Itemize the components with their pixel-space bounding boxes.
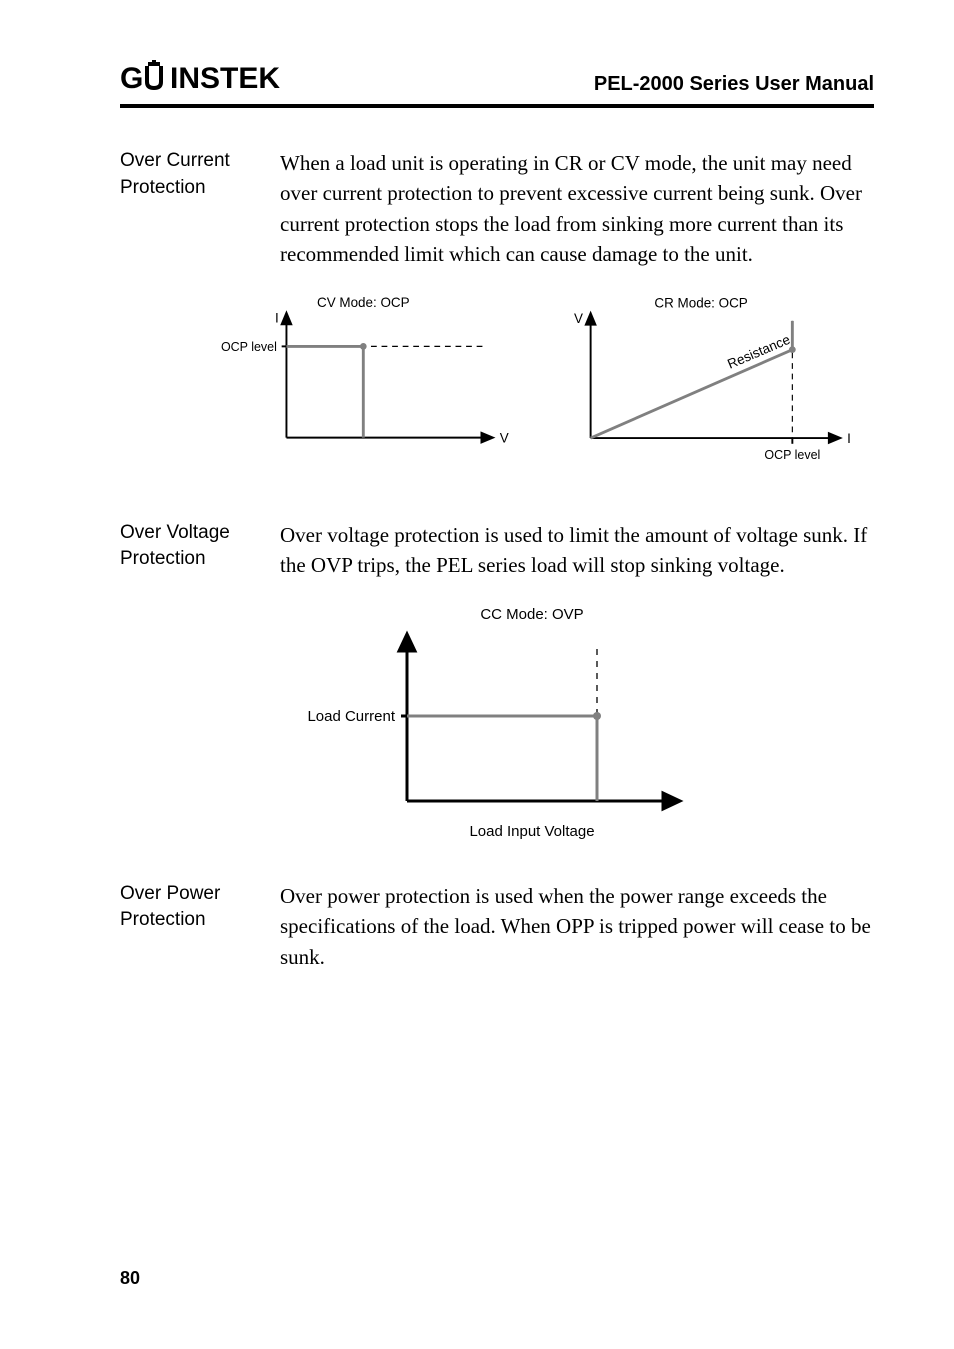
section-ocp-body: When a load unit is operating in CR or C… [280, 148, 874, 270]
cr-ocp-title: CR Mode: OCP [654, 295, 747, 310]
cv-ocp-level-label: OCP level [221, 340, 277, 354]
cr-ocp-level-label: OCP level [764, 448, 820, 462]
page-header: G INSTEK PEL-2000 Series User Manual [120, 60, 874, 104]
cr-y-label: V [574, 311, 583, 326]
cr-x-label: I [847, 431, 851, 446]
svg-text:G: G [120, 62, 144, 95]
manual-title: PEL-2000 Series User Manual [594, 73, 874, 96]
logo-svg: G INSTEK [120, 60, 320, 96]
cr-ocp-diagram: CR Mode: OCP V I OCP level Resistance [557, 290, 874, 490]
ovp-diagram-wrap: CC Mode: OVP Load Current Load Input Vol… [120, 601, 874, 851]
section-ovp-body: Over voltage protection is used to limit… [280, 520, 874, 581]
ocp-diagram-row: CV Mode: OCP I V OCP level CR Mode: OCP [120, 290, 874, 490]
load-input-voltage-label: Load Input Voltage [469, 823, 594, 840]
cv-y-label: I [275, 310, 279, 325]
section-opp-body: Over power protection is used when the p… [280, 881, 874, 972]
section-ovp-label: Over Voltage Protection [120, 520, 280, 581]
cv-ocp-title: CV Mode: OCP [317, 295, 410, 310]
cv-ocp-diagram: CV Mode: OCP I V OCP level [200, 290, 517, 470]
load-current-label: Load Current [307, 708, 395, 725]
section-opp-label: Over Power Protection [120, 881, 280, 972]
cc-ovp-title: CC Mode: OVP [480, 606, 583, 623]
cv-x-label: V [500, 430, 509, 445]
svg-text:INSTEK: INSTEK [170, 62, 280, 95]
cc-ovp-diagram: CC Mode: OVP Load Current Load Input Vol… [267, 601, 727, 851]
section-ovp: Over Voltage Protection Over voltage pro… [120, 520, 874, 581]
header-rule [120, 104, 874, 108]
section-ocp: Over Current Protection When a load unit… [120, 148, 874, 270]
section-opp: Over Power Protection Over power protect… [120, 881, 874, 972]
section-ocp-label: Over Current Protection [120, 148, 280, 270]
brand-logo: G INSTEK [120, 60, 320, 96]
page-number: 80 [120, 1268, 140, 1289]
